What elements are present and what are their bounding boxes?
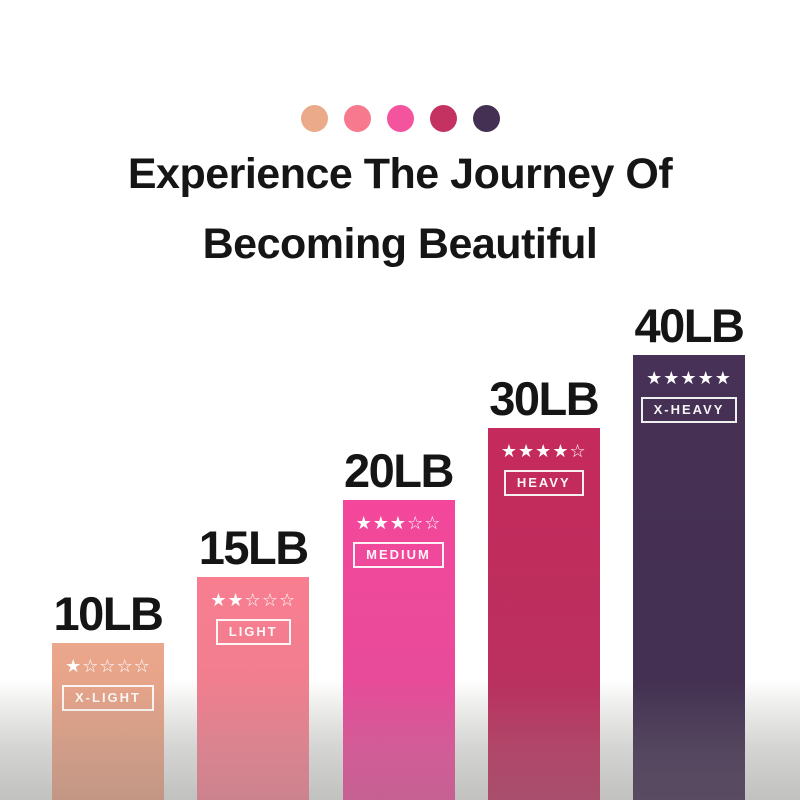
title-line-2: Becoming Beautiful [202, 220, 598, 268]
star-rating: ★★☆☆☆ [210, 590, 297, 611]
palette-dot-heavy [429, 105, 457, 132]
bar-group-15lb: 15LB ★★☆☆☆ LIGHT [197, 521, 310, 800]
bar-40lb: ★★★★★ X-HEAVY [633, 355, 745, 800]
bar-10lb: ★☆☆☆☆ X-LIGHT [52, 643, 164, 800]
bar-weight-label: 10LB [53, 587, 164, 640]
bar-weight-label: 40LB [634, 299, 745, 352]
bar-group-40lb: 40LB ★★★★★ X-HEAVY [633, 302, 745, 800]
bar-group-30lb: 30LB ★★★★☆ HEAVY [487, 372, 600, 800]
star-rating: ★★★★☆ [500, 441, 587, 462]
level-badge: X-HEAVY [640, 396, 738, 424]
level-badge: MEDIUM [353, 541, 444, 569]
title-line-1: Experience The Journey Of [127, 150, 673, 198]
bar-20lb: ★★★☆☆ MEDIUM [342, 500, 455, 800]
bar-15lb: ★★☆☆☆ LIGHT [197, 577, 310, 800]
palette-dot-x-heavy [472, 105, 500, 132]
star-rating: ★★★★★ [646, 368, 732, 389]
bar-weight-label: 15LB [198, 521, 309, 574]
star-rating: ★☆☆☆☆ [65, 656, 151, 677]
bar-weight-label: 30LB [489, 372, 599, 425]
bar-group-10lb: 10LB ★☆☆☆☆ X-LIGHT [52, 590, 164, 800]
star-rating: ★★★☆☆ [355, 513, 442, 534]
level-badge: LIGHT [215, 618, 291, 646]
level-badge: HEAVY [503, 469, 584, 497]
palette-dots [0, 105, 800, 132]
palette-dot-medium [386, 105, 414, 132]
level-badge: X-LIGHT [62, 684, 154, 712]
palette-dot-x-light [300, 105, 328, 132]
bar-group-20lb: 20LB ★★★☆☆ MEDIUM [342, 444, 455, 800]
bar-chart: 10LB ★☆☆☆☆ X-LIGHT 15LB ★★☆☆☆ LIGHT 20LB… [52, 302, 745, 800]
bar-weight-label: 20LB [344, 444, 454, 497]
bar-30lb: ★★★★☆ HEAVY [487, 428, 600, 800]
palette-dot-light [343, 105, 371, 132]
